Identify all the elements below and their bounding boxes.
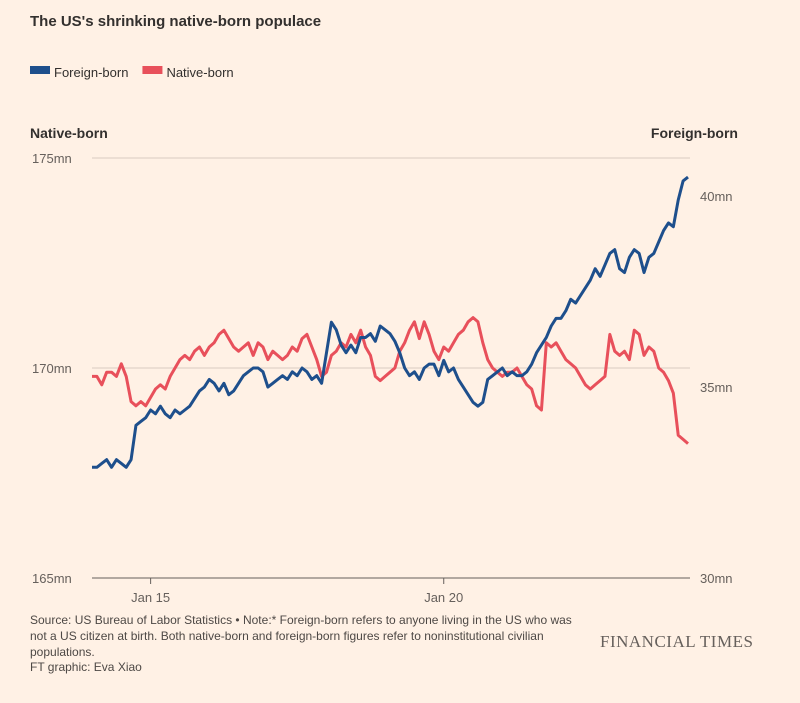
grid: 165mn 170mn 175mn 30mn 35mn 40mn Jan 15 Jan 20 bbox=[32, 151, 733, 605]
x-tick-label: Jan 20 bbox=[424, 590, 463, 605]
legend-label: Foreign-born bbox=[54, 65, 128, 80]
credit: FT graphic: Eva Xiao bbox=[30, 660, 142, 674]
data-line bbox=[92, 175, 689, 469]
chart-title: The US's shrinking native-born populace bbox=[30, 13, 321, 30]
y2-axis-title: Foreign-born bbox=[651, 125, 738, 141]
brand-logo: FINANCIAL TIMES bbox=[600, 632, 754, 651]
legend-swatch bbox=[30, 66, 50, 74]
y-tick-label: 170mn bbox=[32, 361, 72, 376]
y2-tick-label: 35mn bbox=[700, 380, 733, 395]
y-tick-label: 165mn bbox=[32, 571, 72, 586]
data-line bbox=[92, 316, 689, 445]
lines bbox=[92, 175, 689, 469]
y-axis-title: Native-born bbox=[30, 125, 108, 141]
x-tick-label: Jan 15 bbox=[131, 590, 170, 605]
y-tick-label: 175mn bbox=[32, 151, 72, 166]
legend-swatch bbox=[142, 66, 163, 74]
y2-tick-label: 30mn bbox=[700, 571, 733, 586]
source-note: Source: US Bureau of Labor Statistics • … bbox=[30, 613, 572, 659]
y2-tick-label: 40mn bbox=[700, 189, 733, 204]
legend-label: Native-born bbox=[166, 65, 233, 80]
